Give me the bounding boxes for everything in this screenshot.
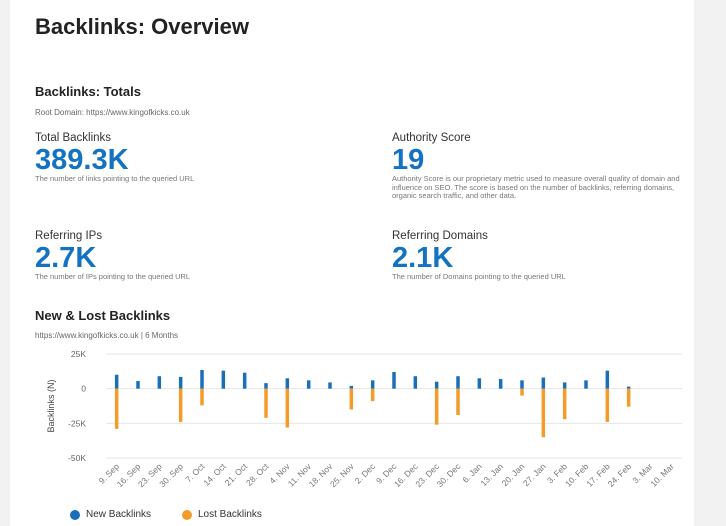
- totals-heading: Backlinks: Totals: [35, 84, 141, 99]
- metric-value: 19: [392, 144, 425, 176]
- metric-referring-ips: Referring IPs 2.7K The number of IPs poi…: [35, 230, 335, 282]
- x-tick-label: 20. Jan: [500, 461, 527, 488]
- bar-lost: [200, 388, 204, 406]
- chart-heading: New & Lost Backlinks: [35, 308, 171, 323]
- metric-total-backlinks: Total Backlinks 389.3K The number of lin…: [35, 132, 335, 184]
- bar-lost: [264, 388, 268, 418]
- bar-new: [562, 382, 567, 389]
- bar-new: [434, 381, 439, 389]
- metric-label: Authority Score: [392, 132, 471, 144]
- bar-new: [541, 377, 546, 389]
- chart-subtitle: https://www.kingofkicks.co.uk | 6 Months: [35, 331, 179, 340]
- x-tick-label: 30. Dec: [435, 461, 463, 489]
- metric-desc: The number of links pointing to the quer…: [35, 174, 195, 183]
- bar-new: [498, 378, 503, 389]
- x-tick-label: 24. Feb: [606, 461, 634, 489]
- x-tick-label: 30. Sep: [157, 461, 185, 489]
- metric-referring-domains: Referring Domains 2.1K The number of Dom…: [392, 230, 692, 282]
- root-domain: Root Domain: https://www.kingofkicks.co.…: [35, 108, 190, 117]
- bar-new: [456, 376, 460, 389]
- y-tick-label: -25K: [68, 418, 86, 428]
- bar-lost: [114, 388, 119, 429]
- bar-lost: [456, 388, 460, 416]
- bar-lost: [605, 388, 610, 422]
- legend-lost[interactable]: Lost Backlinks: [182, 509, 262, 520]
- legend-new-label: New Backlinks: [86, 509, 152, 520]
- x-tick-label: 13. Jan: [478, 461, 505, 488]
- bar-new: [306, 380, 311, 389]
- bar-new: [157, 376, 162, 389]
- bar-new: [413, 376, 418, 389]
- bar-new: [584, 380, 588, 389]
- x-tick-label: 10. Mar: [648, 461, 676, 489]
- y-tick-label: -50K: [68, 453, 86, 463]
- metric-authority-score: Authority Score 19 Authority Score is ou…: [392, 132, 692, 201]
- bar-lost: [541, 388, 546, 438]
- legend-lost-swatch: [182, 509, 192, 520]
- bar-new: [136, 381, 140, 389]
- y-tick-label: 25K: [71, 349, 86, 359]
- bar-lost: [562, 388, 567, 420]
- bar-lost: [178, 388, 183, 422]
- bar-new: [520, 380, 524, 389]
- bar-lost: [349, 388, 354, 410]
- bar-new: [626, 386, 631, 389]
- bar-new: [114, 374, 119, 389]
- metric-value: 389.3K: [35, 144, 129, 176]
- bar-new: [200, 369, 204, 389]
- legend-lost-label: Lost Backlinks: [198, 509, 262, 520]
- metric-label: Referring Domains: [392, 230, 488, 242]
- bar-new: [370, 380, 375, 389]
- x-tick-label: 21. Oct: [223, 461, 250, 488]
- bar-lost: [520, 388, 524, 396]
- bar-new: [392, 372, 396, 389]
- legend-new-swatch: [70, 509, 80, 520]
- metric-desc: Authority Score is our proprietary metri…: [392, 174, 680, 200]
- metric-label: Total Backlinks: [35, 132, 112, 144]
- report-page: Backlinks: Overview Backlinks: Totals Ro…: [10, 0, 694, 526]
- x-tick-label: 28. Oct: [244, 461, 271, 488]
- metric-value: 2.1K: [392, 242, 454, 274]
- metric-label: Referring IPs: [35, 230, 103, 242]
- x-tick-label: 25. Nov: [328, 461, 356, 489]
- bar-lost: [370, 388, 375, 402]
- bar-new: [477, 378, 482, 389]
- bar-lost: [434, 388, 439, 425]
- bar-new: [605, 370, 610, 389]
- x-tick-label: 14. Oct: [201, 461, 228, 488]
- bar-lost: [626, 388, 631, 407]
- bar-new: [178, 376, 183, 389]
- metric-value: 2.7K: [35, 242, 97, 274]
- bar-new: [242, 372, 247, 389]
- x-tick-label: 2. Dec: [353, 461, 378, 486]
- y-axis-title: Backlinks (N): [46, 379, 56, 432]
- page-title: Backlinks: Overview: [35, 14, 250, 39]
- bar-new: [221, 370, 226, 389]
- y-tick-label: 0: [81, 384, 86, 394]
- bar-new: [328, 382, 332, 389]
- metric-desc: The number of Domains pointing to the qu…: [392, 272, 566, 281]
- bar-new: [285, 378, 290, 389]
- bar-new: [349, 385, 354, 389]
- bar-new: [264, 383, 268, 389]
- x-tick-label: 27. Jan: [521, 461, 548, 488]
- legend-new[interactable]: New Backlinks: [70, 509, 151, 520]
- bar-lost: [285, 388, 290, 428]
- metric-desc: The number of IPs pointing to the querie…: [35, 272, 191, 281]
